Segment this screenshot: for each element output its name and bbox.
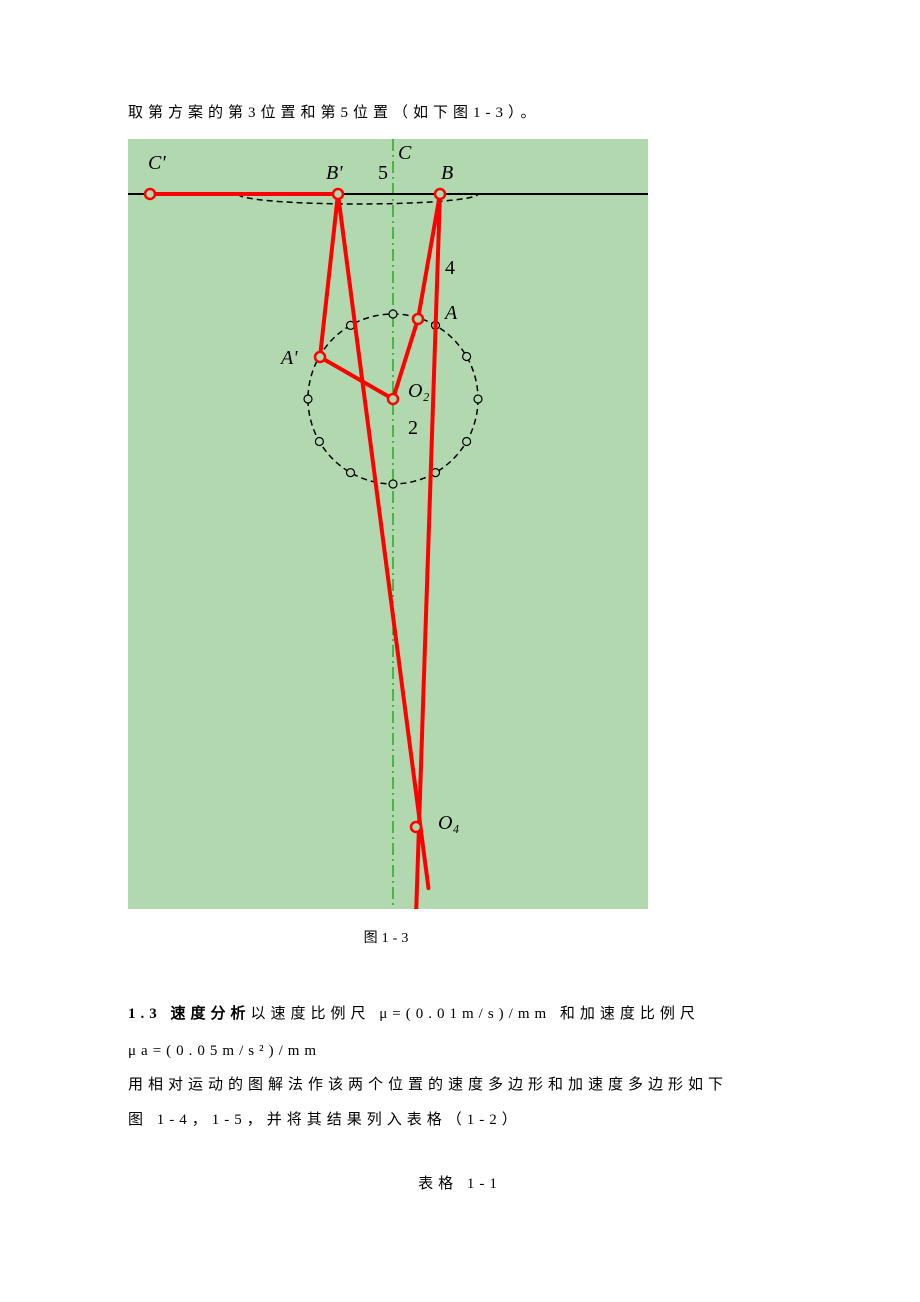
svg-text:A: A [443,302,458,324]
body-line-2: μa=(0.05m/s²)/mm [128,1034,792,1069]
heading-rest: 以速度比例尺 μ=(0.01m/s)/mm 和加速度比例尺 [251,1006,700,1022]
svg-text:O₂: O₂ [408,380,429,402]
mechanism-diagram: C' B' 5C B 4 A A' O₂ 2 O₄ [128,139,648,909]
intro-text: 取第方案的第3位置和第5位置（如下图1-3）。 [128,100,792,127]
svg-text:5: 5 [378,162,388,184]
section-heading: 1.3 速度分析以速度比例尺 μ=(0.01m/s)/mm 和加速度比例尺 [128,997,792,1032]
svg-text:C': C' [148,152,166,174]
svg-text:A': A' [279,347,298,369]
svg-text:4: 4 [445,257,455,279]
svg-text:O₄: O₄ [438,812,459,834]
svg-text:C: C [398,142,412,164]
body-line-4: 图 1-4，1-5，并将其结果列入表格（1-2） [128,1103,792,1138]
diagram-svg: C' B' 5C B 4 A A' O₂ 2 O₄ [128,139,648,909]
heading-bold: 1.3 速度分析 [128,1006,251,1022]
body-line-3: 用相对运动的图解法作该两个位置的速度多边形和加速度多边形如下 [128,1068,792,1103]
figure-caption: 图1-3 [128,927,648,947]
table-caption: 表格 1-1 [128,1172,792,1193]
svg-text:B': B' [326,162,343,184]
svg-text:B: B [441,162,453,184]
svg-text:2: 2 [408,417,418,439]
